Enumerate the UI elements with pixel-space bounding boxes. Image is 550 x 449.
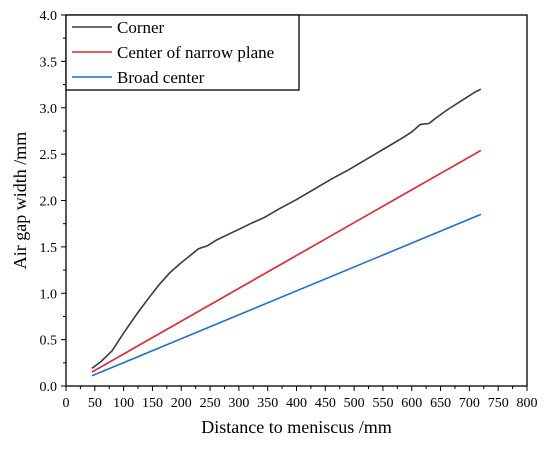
series-layer [91, 88, 482, 377]
y-axis-title: Air gap width /mm [10, 132, 30, 270]
y-tick-label: 2.0 [40, 195, 58, 210]
x-tick-label: 100 [113, 396, 134, 411]
x-tick-label: 450 [315, 396, 336, 411]
series-line-broad-center [91, 213, 482, 377]
x-tick-label: 50 [88, 396, 102, 411]
x-axis-title: Distance to meniscus /mm [201, 417, 391, 437]
x-axis-ticks: 0 50 100 150 200 250 300 350 400 450 500 550 600 650 7… [63, 386, 538, 411]
x-tick-label: 350 [257, 396, 278, 411]
x-tick-label: 600 [401, 396, 422, 411]
y-tick-label: 1.0 [40, 287, 58, 302]
x-tick-label: 800 [517, 396, 538, 411]
x-tick-label: 150 [142, 396, 163, 411]
x-tick-label: 650 [430, 396, 451, 411]
legend-label-corner: Corner [117, 18, 165, 37]
y-tick-label: 2.5 [40, 148, 58, 163]
x-tick-label: 250 [200, 396, 221, 411]
x-tick-label: 200 [171, 396, 192, 411]
x-tick-label: 750 [488, 396, 509, 411]
y-tick-label: 3.5 [40, 55, 58, 70]
series-line-corner [91, 88, 482, 370]
x-tick-label: 0 [63, 396, 70, 411]
x-tick-label: 400 [286, 396, 307, 411]
legend-label-broad-center: Broad center [117, 68, 205, 87]
y-tick-label: 1.5 [40, 241, 58, 256]
legend: Corner Center of narrow plane Broad center [65, 14, 300, 91]
series-line-center-of-narrow-plane [91, 149, 482, 373]
x-tick-label: 550 [372, 396, 393, 411]
x-tick-label: 700 [459, 396, 480, 411]
y-tick-label: 3.0 [40, 102, 58, 117]
y-tick-label: 0.5 [40, 334, 58, 349]
x-tick-label: 500 [344, 396, 365, 411]
x-tick-label: 300 [228, 396, 249, 411]
y-tick-label: 0.0 [40, 380, 58, 395]
y-tick-label: 4.0 [40, 9, 58, 24]
y-axis-ticks: 0.0 0.5 1.0 1.5 2.0 2.5 3.0 3.5 4.0 [40, 9, 66, 395]
legend-label-center-of-narrow-plane: Center of narrow plane [117, 43, 274, 62]
